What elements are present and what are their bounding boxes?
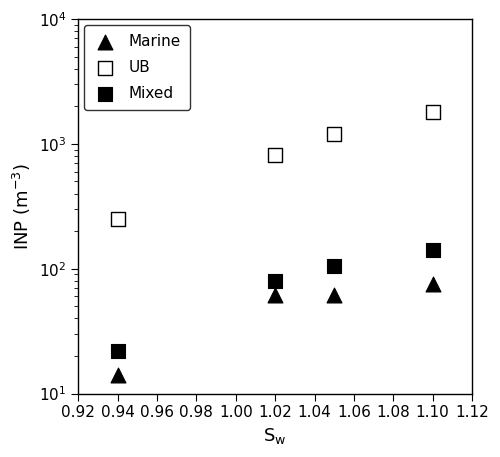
UB <box>271 151 279 158</box>
Marine <box>114 372 122 379</box>
X-axis label: S$_{\mathrm{w}}$: S$_{\mathrm{w}}$ <box>264 426 287 446</box>
Mixed <box>114 347 122 355</box>
Marine <box>330 291 338 298</box>
UB <box>330 130 338 138</box>
Legend: Marine, UB, Mixed: Marine, UB, Mixed <box>84 25 190 110</box>
Y-axis label: INP (m$^{-3}$): INP (m$^{-3}$) <box>11 163 33 250</box>
UB <box>428 108 436 116</box>
Mixed <box>271 277 279 284</box>
Marine <box>271 291 279 298</box>
Mixed <box>330 262 338 270</box>
Marine <box>428 281 436 288</box>
Mixed <box>428 247 436 254</box>
UB <box>114 215 122 223</box>
